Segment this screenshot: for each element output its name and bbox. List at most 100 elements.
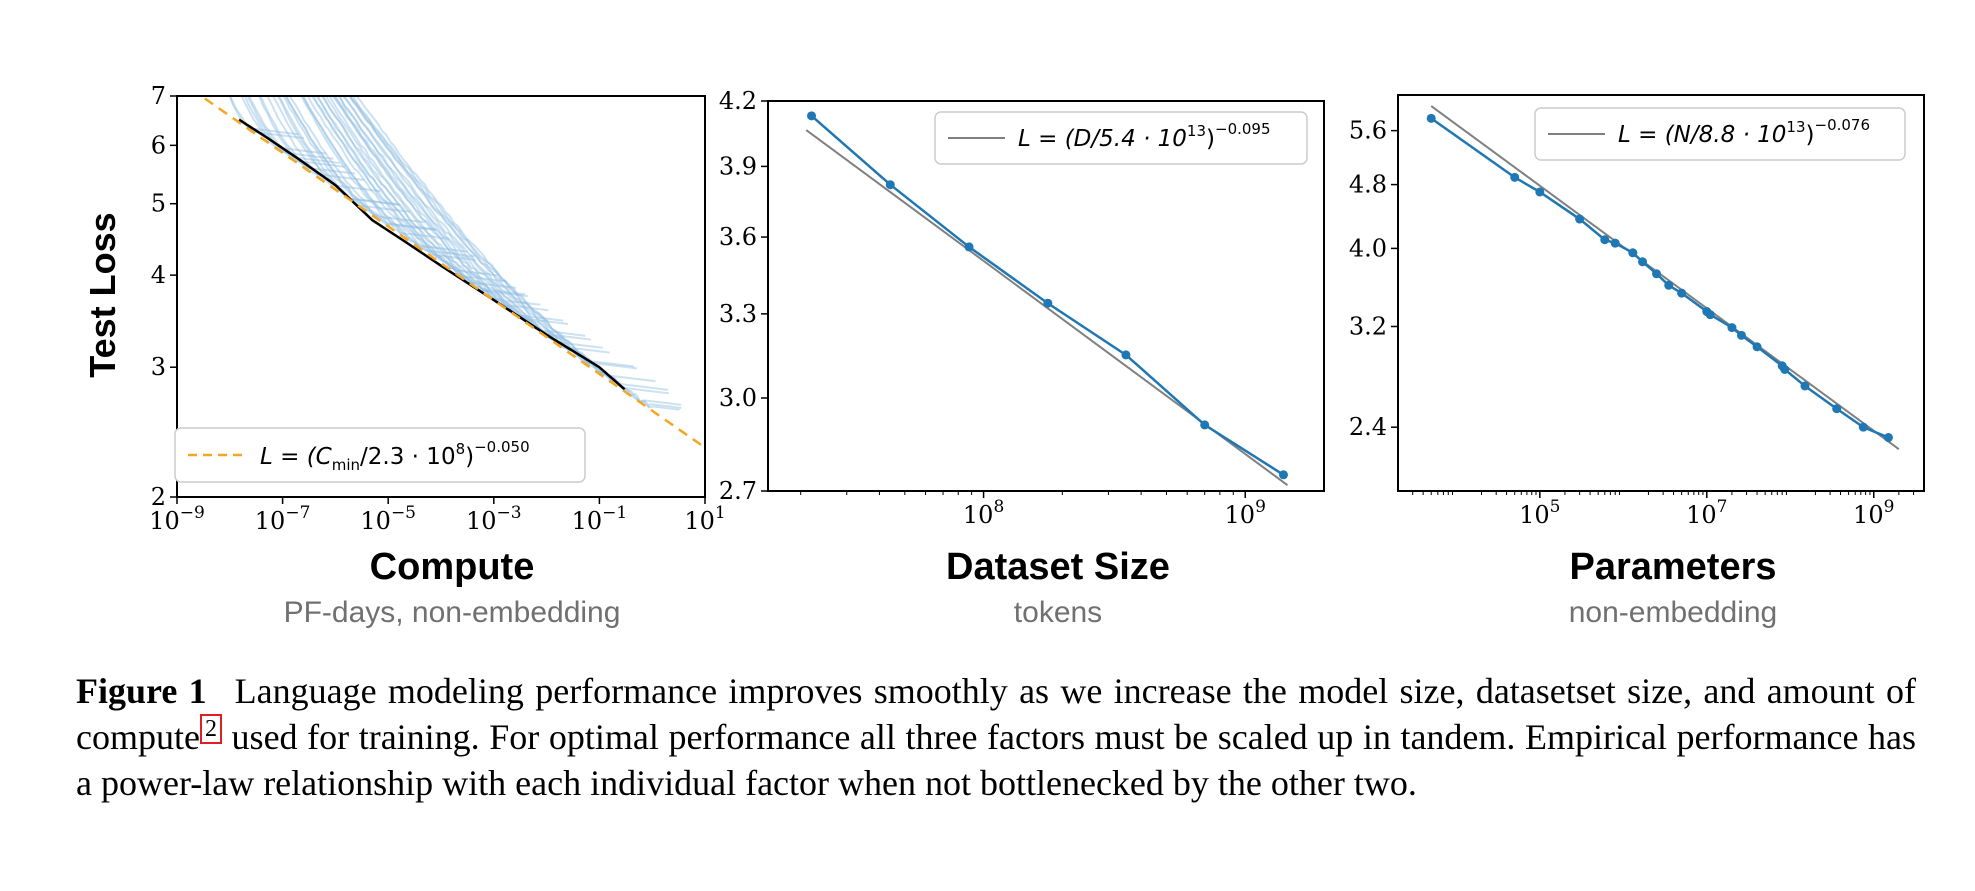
training-run-line <box>315 96 528 298</box>
x-tick-label: 108 <box>963 497 1004 529</box>
dataset-legend-label: L = (D/5.4 · 1013)−0.095 <box>1018 120 1271 152</box>
dataset-plot-area <box>805 111 1289 486</box>
plot-frame <box>176 95 706 498</box>
x-tick-label: 101 <box>684 503 725 535</box>
y-tick-label: 3.3 <box>719 300 757 328</box>
data-point <box>1535 187 1545 197</box>
training-run-line <box>348 96 669 391</box>
data-point <box>1610 238 1620 248</box>
data-point <box>1628 248 1638 258</box>
y-tick-label: 4 <box>151 261 166 289</box>
frontier-line <box>238 118 626 391</box>
data-point <box>1858 422 1868 432</box>
footnote-reference[interactable]: 2 <box>199 714 222 744</box>
training-run-line <box>259 96 365 182</box>
training-run-line <box>301 96 476 262</box>
parameters-legend: L = (N/8.8 · 1013)−0.076 <box>1534 107 1906 161</box>
compute-axis-subtitle: PF-days, non-embedding <box>283 596 621 629</box>
figure-caption: Figure 1 Language modeling performance im… <box>76 668 1916 806</box>
caption-text-before: Language modeling performance improves s… <box>76 671 1916 757</box>
y-axis-title: Test Loss <box>82 212 123 377</box>
training-run-line <box>258 96 356 175</box>
training-run-line <box>321 96 541 306</box>
y-tick-label: 4.2 <box>719 87 757 115</box>
training-run-line <box>332 96 586 337</box>
training-run-line <box>302 96 475 258</box>
training-run-line <box>266 96 381 193</box>
compute-plot-area <box>199 96 705 449</box>
series-line <box>810 114 1285 476</box>
dataset-panel: 108 109 2.7 3.0 3.3 3.6 3.9 4.2 <box>719 87 1325 529</box>
data-point <box>1780 365 1790 375</box>
caption-label: Figure 1 <box>76 671 207 711</box>
training-run-line <box>312 96 507 283</box>
data-point <box>1705 310 1715 320</box>
x-tick-label: 10−7 <box>255 503 311 535</box>
compute-panel: 10−9 10−7 10−5 10−3 10−1 101 2 3 4 5 6 7 <box>149 82 725 535</box>
parameters-legend-label: L = (N/8.8 · 1013)−0.076 <box>1618 116 1870 148</box>
x-tick-label: 10−1 <box>572 503 628 535</box>
plot-frame <box>1397 94 1925 492</box>
y-tick-label: 3.6 <box>719 223 757 251</box>
training-run-line <box>331 96 591 341</box>
dataset-legend-box <box>934 111 1308 165</box>
compute-legend-box <box>174 427 586 483</box>
data-point <box>1638 257 1648 267</box>
dataset-axis-title: Dataset Size <box>946 546 1170 588</box>
data-point <box>1426 113 1436 123</box>
data-point <box>1664 280 1674 290</box>
compute-legend-label: L = (Cmin/2.3 · 108)−0.050 <box>260 438 530 474</box>
training-run-line <box>321 96 549 312</box>
data-point <box>1600 235 1610 245</box>
data-point <box>885 180 895 190</box>
y-tick-label: 5.6 <box>1349 117 1387 145</box>
x-tick-label: 10−9 <box>149 503 205 535</box>
data-point <box>1510 172 1520 182</box>
y-tick-label: 6 <box>151 131 166 159</box>
x-tick-label: 109 <box>1225 497 1266 529</box>
y-tick-label: 2.4 <box>1349 413 1387 441</box>
x-tick-label: 107 <box>1686 497 1727 529</box>
y-tick-label: 3.2 <box>1349 312 1387 340</box>
training-run-line <box>276 96 401 206</box>
training-run-line <box>300 96 468 253</box>
y-tick-label: 2.7 <box>719 477 757 505</box>
data-point <box>1677 288 1687 298</box>
data-point <box>1121 350 1131 360</box>
data-point <box>1727 323 1737 333</box>
training-run-line <box>244 96 334 160</box>
caption-text-after: used for training. For optimal performan… <box>76 717 1916 803</box>
plot-frame <box>767 100 1325 492</box>
data-point <box>1832 404 1842 414</box>
compute-axis-title: Compute <box>369 546 535 588</box>
training-run-line <box>278 96 411 213</box>
parameters-plot-area <box>1426 105 1900 451</box>
y-tick-label: 3.9 <box>719 152 757 180</box>
training-run-line <box>315 96 526 296</box>
training-run-line <box>355 96 682 409</box>
parameters-axis-subtitle: non-embedding <box>1568 596 1778 629</box>
data-point <box>1800 381 1810 391</box>
y-tick-label: 7 <box>151 82 166 110</box>
data-point <box>1043 298 1053 308</box>
parameters-legend-box <box>1534 107 1906 161</box>
training-run-line <box>348 96 669 395</box>
y-tick-label: 5 <box>151 190 166 218</box>
training-run-line <box>336 96 635 368</box>
training-run-line <box>324 96 564 322</box>
training-run-line <box>285 96 436 231</box>
y-tick-label: 3 <box>151 353 166 381</box>
y-tick-label: 2 <box>151 483 166 511</box>
training-run-line <box>240 96 327 155</box>
data-point <box>1652 269 1662 279</box>
training-run-line <box>229 96 304 140</box>
fit-line <box>1430 105 1900 451</box>
training-run-line <box>248 96 346 168</box>
compute-legend: L = (Cmin/2.3 · 108)−0.050 <box>174 427 586 483</box>
data-point <box>1752 342 1762 352</box>
training-run-line <box>282 96 426 224</box>
data-point <box>1278 470 1288 480</box>
training-run-line <box>337 96 610 354</box>
